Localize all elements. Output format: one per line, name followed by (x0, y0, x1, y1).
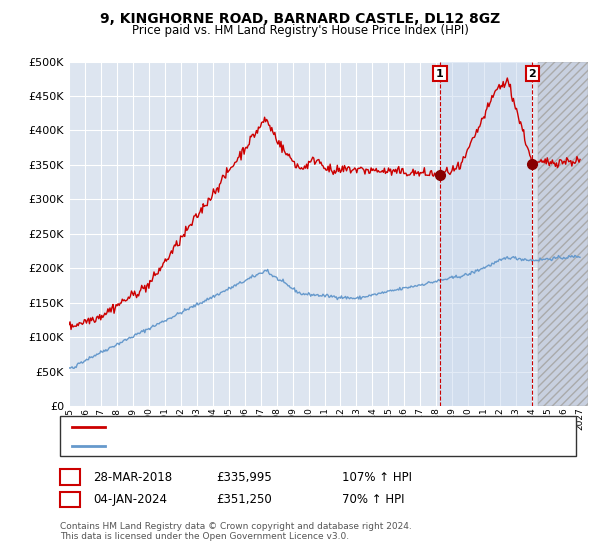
Text: £335,995: £335,995 (216, 470, 272, 484)
Text: 04-JAN-2024: 04-JAN-2024 (93, 493, 167, 506)
Text: 28-MAR-2018: 28-MAR-2018 (93, 470, 172, 484)
Text: 2: 2 (66, 493, 74, 506)
Text: 1: 1 (66, 470, 74, 484)
Text: 9, KINGHORNE ROAD, BARNARD CASTLE, DL12 8GZ: 9, KINGHORNE ROAD, BARNARD CASTLE, DL12 … (100, 12, 500, 26)
Text: Price paid vs. HM Land Registry's House Price Index (HPI): Price paid vs. HM Land Registry's House … (131, 24, 469, 37)
Text: 70% ↑ HPI: 70% ↑ HPI (342, 493, 404, 506)
Bar (538, 62, 588, 406)
Bar (440, 62, 532, 406)
Text: 107% ↑ HPI: 107% ↑ HPI (342, 470, 412, 484)
Text: £351,250: £351,250 (216, 493, 272, 506)
Text: HPI: Average price, detached house, County Durham: HPI: Average price, detached house, Coun… (111, 441, 386, 450)
Text: Contains HM Land Registry data © Crown copyright and database right 2024.
This d: Contains HM Land Registry data © Crown c… (60, 522, 412, 542)
Bar (538, 62, 588, 406)
Text: 9, KINGHORNE ROAD, BARNARD CASTLE, DL12 8GZ (detached house): 9, KINGHORNE ROAD, BARNARD CASTLE, DL12 … (111, 422, 475, 432)
Text: 1: 1 (436, 69, 444, 78)
Text: 2: 2 (529, 69, 536, 78)
